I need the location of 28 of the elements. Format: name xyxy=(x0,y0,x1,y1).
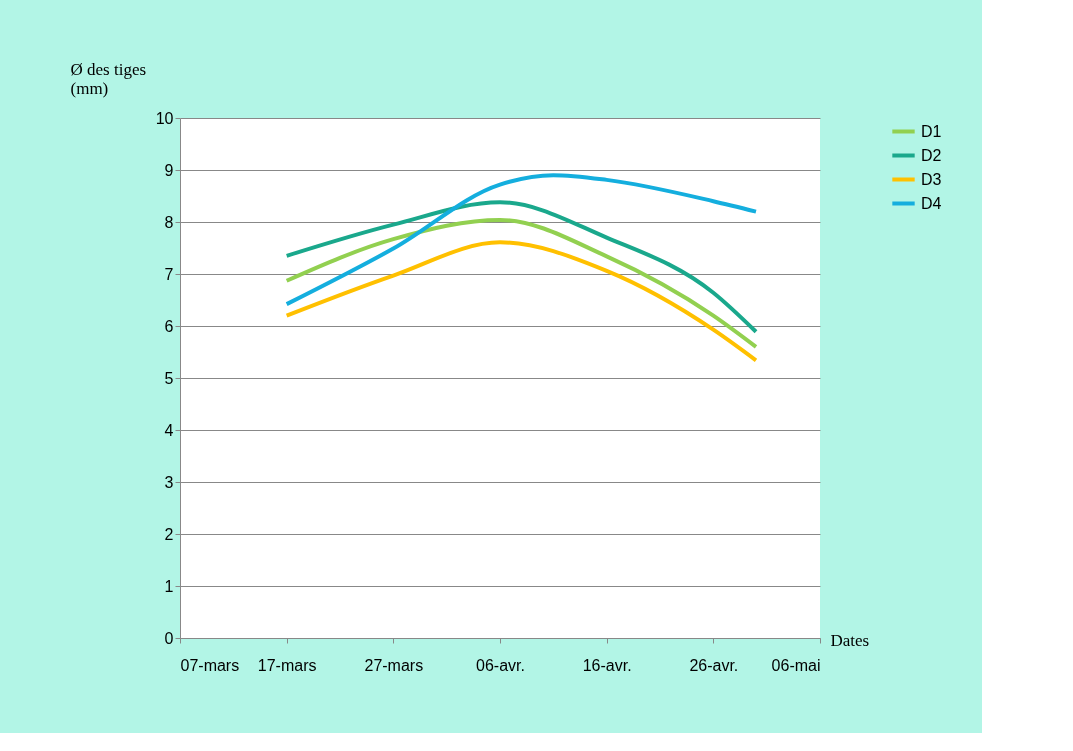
legend-label: D2 xyxy=(921,146,942,164)
x-tick-label: 16-avr. xyxy=(582,656,632,674)
line-series xyxy=(284,200,758,334)
x-tick-label: 26-avr. xyxy=(689,656,739,674)
y-tick-label: 0 xyxy=(164,629,174,647)
y-axis-title: Ø des tiges (mm) xyxy=(70,59,147,98)
legend-label: D4 xyxy=(921,194,942,212)
x-axis-title: Dates xyxy=(830,630,870,650)
x-tick-label: 06-mai xyxy=(771,656,821,674)
x-tick-label: 06-avr. xyxy=(476,656,525,674)
y-tick-label: 3 xyxy=(164,473,174,491)
y-tick-label: 2 xyxy=(164,525,174,543)
y-tick-label: 7 xyxy=(164,265,174,283)
y-tick-label: 10 xyxy=(155,109,174,127)
legend-label: D3 xyxy=(921,170,942,188)
y-tick-label: 4 xyxy=(164,421,174,439)
y-tick-label: 9 xyxy=(164,161,174,179)
line-series xyxy=(284,217,758,349)
y-tick-label: 8 xyxy=(164,213,174,231)
line-series xyxy=(284,173,758,307)
x-tick-label: 17-mars xyxy=(257,656,317,674)
y-tick-label: 5 xyxy=(164,369,174,387)
legend-label: D1 xyxy=(921,122,942,140)
line-series xyxy=(284,240,758,363)
x-tick-label: 07-mars xyxy=(180,656,240,674)
x-tick-label: 27-mars xyxy=(364,656,424,674)
y-tick-label: 6 xyxy=(164,317,174,335)
y-tick-label: 1 xyxy=(164,577,174,595)
